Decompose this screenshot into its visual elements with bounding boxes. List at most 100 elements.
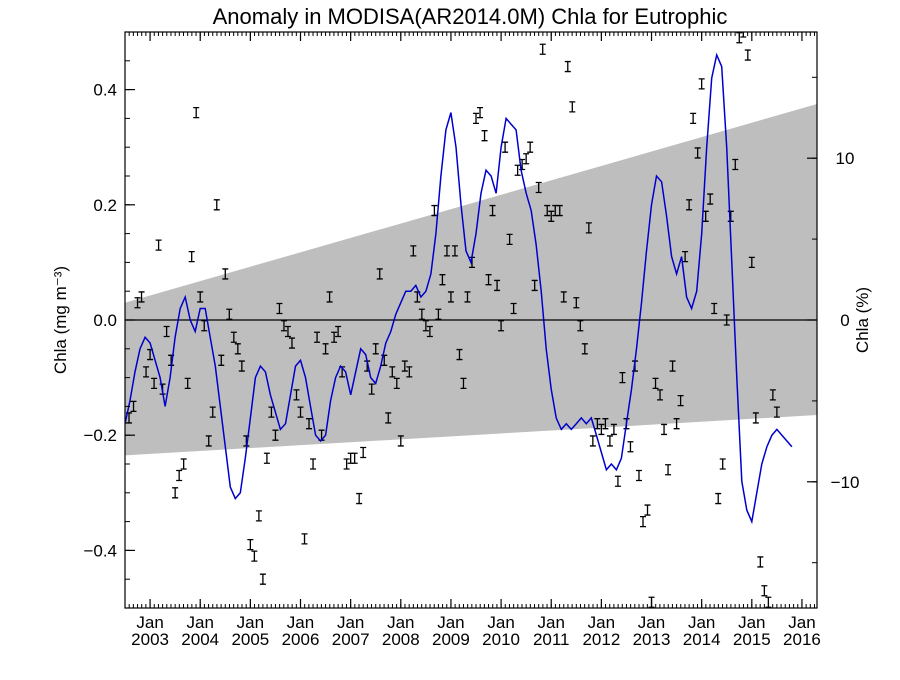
data-point [385, 412, 392, 424]
data-point [276, 302, 283, 315]
data-point [719, 458, 726, 470]
data-point [464, 291, 471, 303]
y-left-tick-label: 0.0 [93, 311, 117, 330]
y-right-tick-label: −10 [831, 473, 860, 492]
data-point [506, 233, 513, 246]
data-point [732, 158, 739, 171]
data-point [477, 106, 484, 119]
data-point [406, 366, 413, 378]
data-point [310, 458, 317, 470]
data-point [443, 245, 450, 257]
data-point [301, 533, 308, 545]
data-point [481, 130, 488, 142]
y-left-tick-label: −0.2 [83, 426, 117, 445]
data-point [293, 389, 300, 401]
x-tick-label-month: Jan [136, 613, 163, 632]
data-point [661, 423, 668, 436]
data-point [682, 250, 689, 263]
x-tick-label-year: 2011 [533, 630, 570, 649]
smoothed-line [125, 52, 793, 525]
data-point [201, 320, 208, 332]
data-point [151, 377, 158, 390]
x-tick-label-year: 2007 [332, 630, 370, 649]
data-point [564, 60, 571, 73]
data-point [635, 469, 642, 482]
data-point [757, 556, 764, 568]
x-tick-label-month: Jan [187, 613, 214, 632]
data-point [247, 538, 254, 551]
data-point [639, 515, 646, 528]
data-point [418, 308, 425, 320]
data-point [255, 510, 262, 522]
data-point [130, 400, 137, 413]
data-point [172, 487, 179, 499]
x-tick-label-month: Jan [337, 613, 364, 632]
data-point [422, 320, 429, 332]
data-point [410, 245, 417, 257]
data-point [514, 164, 521, 176]
data-point [539, 43, 546, 55]
x-tick-label-year: 2003 [131, 630, 169, 649]
data-point [284, 325, 291, 338]
x-tick-label-month: Jan [237, 613, 264, 632]
data-point [297, 406, 304, 418]
x-tick-label-year: 2005 [231, 630, 269, 649]
data-point [560, 291, 567, 303]
x-tick-label-month: Jan [538, 613, 565, 632]
x-tick-label-month: Jan [738, 613, 765, 632]
data-point [368, 383, 375, 395]
x-tick-label-year: 2008 [382, 630, 420, 649]
data-point [209, 406, 216, 418]
data-point [184, 377, 191, 390]
data-point [569, 101, 576, 113]
data-point [698, 78, 705, 90]
data-point [494, 279, 501, 292]
x-tick-label-year: 2012 [582, 630, 620, 649]
data-point [535, 181, 542, 194]
data-point [435, 308, 442, 320]
data-point [686, 199, 693, 211]
data-point [180, 458, 187, 470]
data-point [502, 141, 509, 153]
data-point [594, 418, 601, 430]
data-point [610, 423, 617, 436]
data-point [226, 308, 233, 320]
data-point [473, 112, 480, 125]
data-point [280, 320, 287, 332]
data-point [218, 354, 225, 366]
data-point [548, 210, 555, 222]
data-point [272, 429, 279, 441]
data-point [439, 274, 446, 286]
x-tick-label-month: Jan [588, 613, 615, 632]
data-point [322, 343, 329, 355]
data-point [589, 435, 596, 447]
data-point [447, 291, 454, 303]
data-point [259, 573, 266, 585]
x-tick-label-year: 2004 [181, 630, 219, 649]
data-point [485, 274, 492, 286]
data-point [669, 360, 676, 372]
data-point [707, 193, 714, 205]
data-point [376, 268, 383, 280]
data-point [263, 452, 270, 464]
x-tick-label-month: Jan [638, 613, 665, 632]
data-point [657, 389, 664, 401]
data-point [143, 366, 150, 378]
x-tick-label-year: 2009 [432, 630, 470, 649]
data-point [644, 504, 651, 516]
data-point [356, 492, 363, 505]
data-point [761, 585, 768, 597]
data-point [326, 291, 333, 303]
x-tick-label-year: 2015 [733, 630, 771, 649]
data-point [690, 112, 697, 125]
data-point [193, 106, 200, 119]
data-point [573, 297, 580, 309]
data-point [711, 302, 718, 315]
data-point [431, 204, 438, 217]
data-point [627, 441, 634, 453]
data-point [614, 475, 621, 487]
data-point [372, 343, 379, 355]
data-point [134, 297, 141, 309]
data-point [619, 371, 626, 384]
